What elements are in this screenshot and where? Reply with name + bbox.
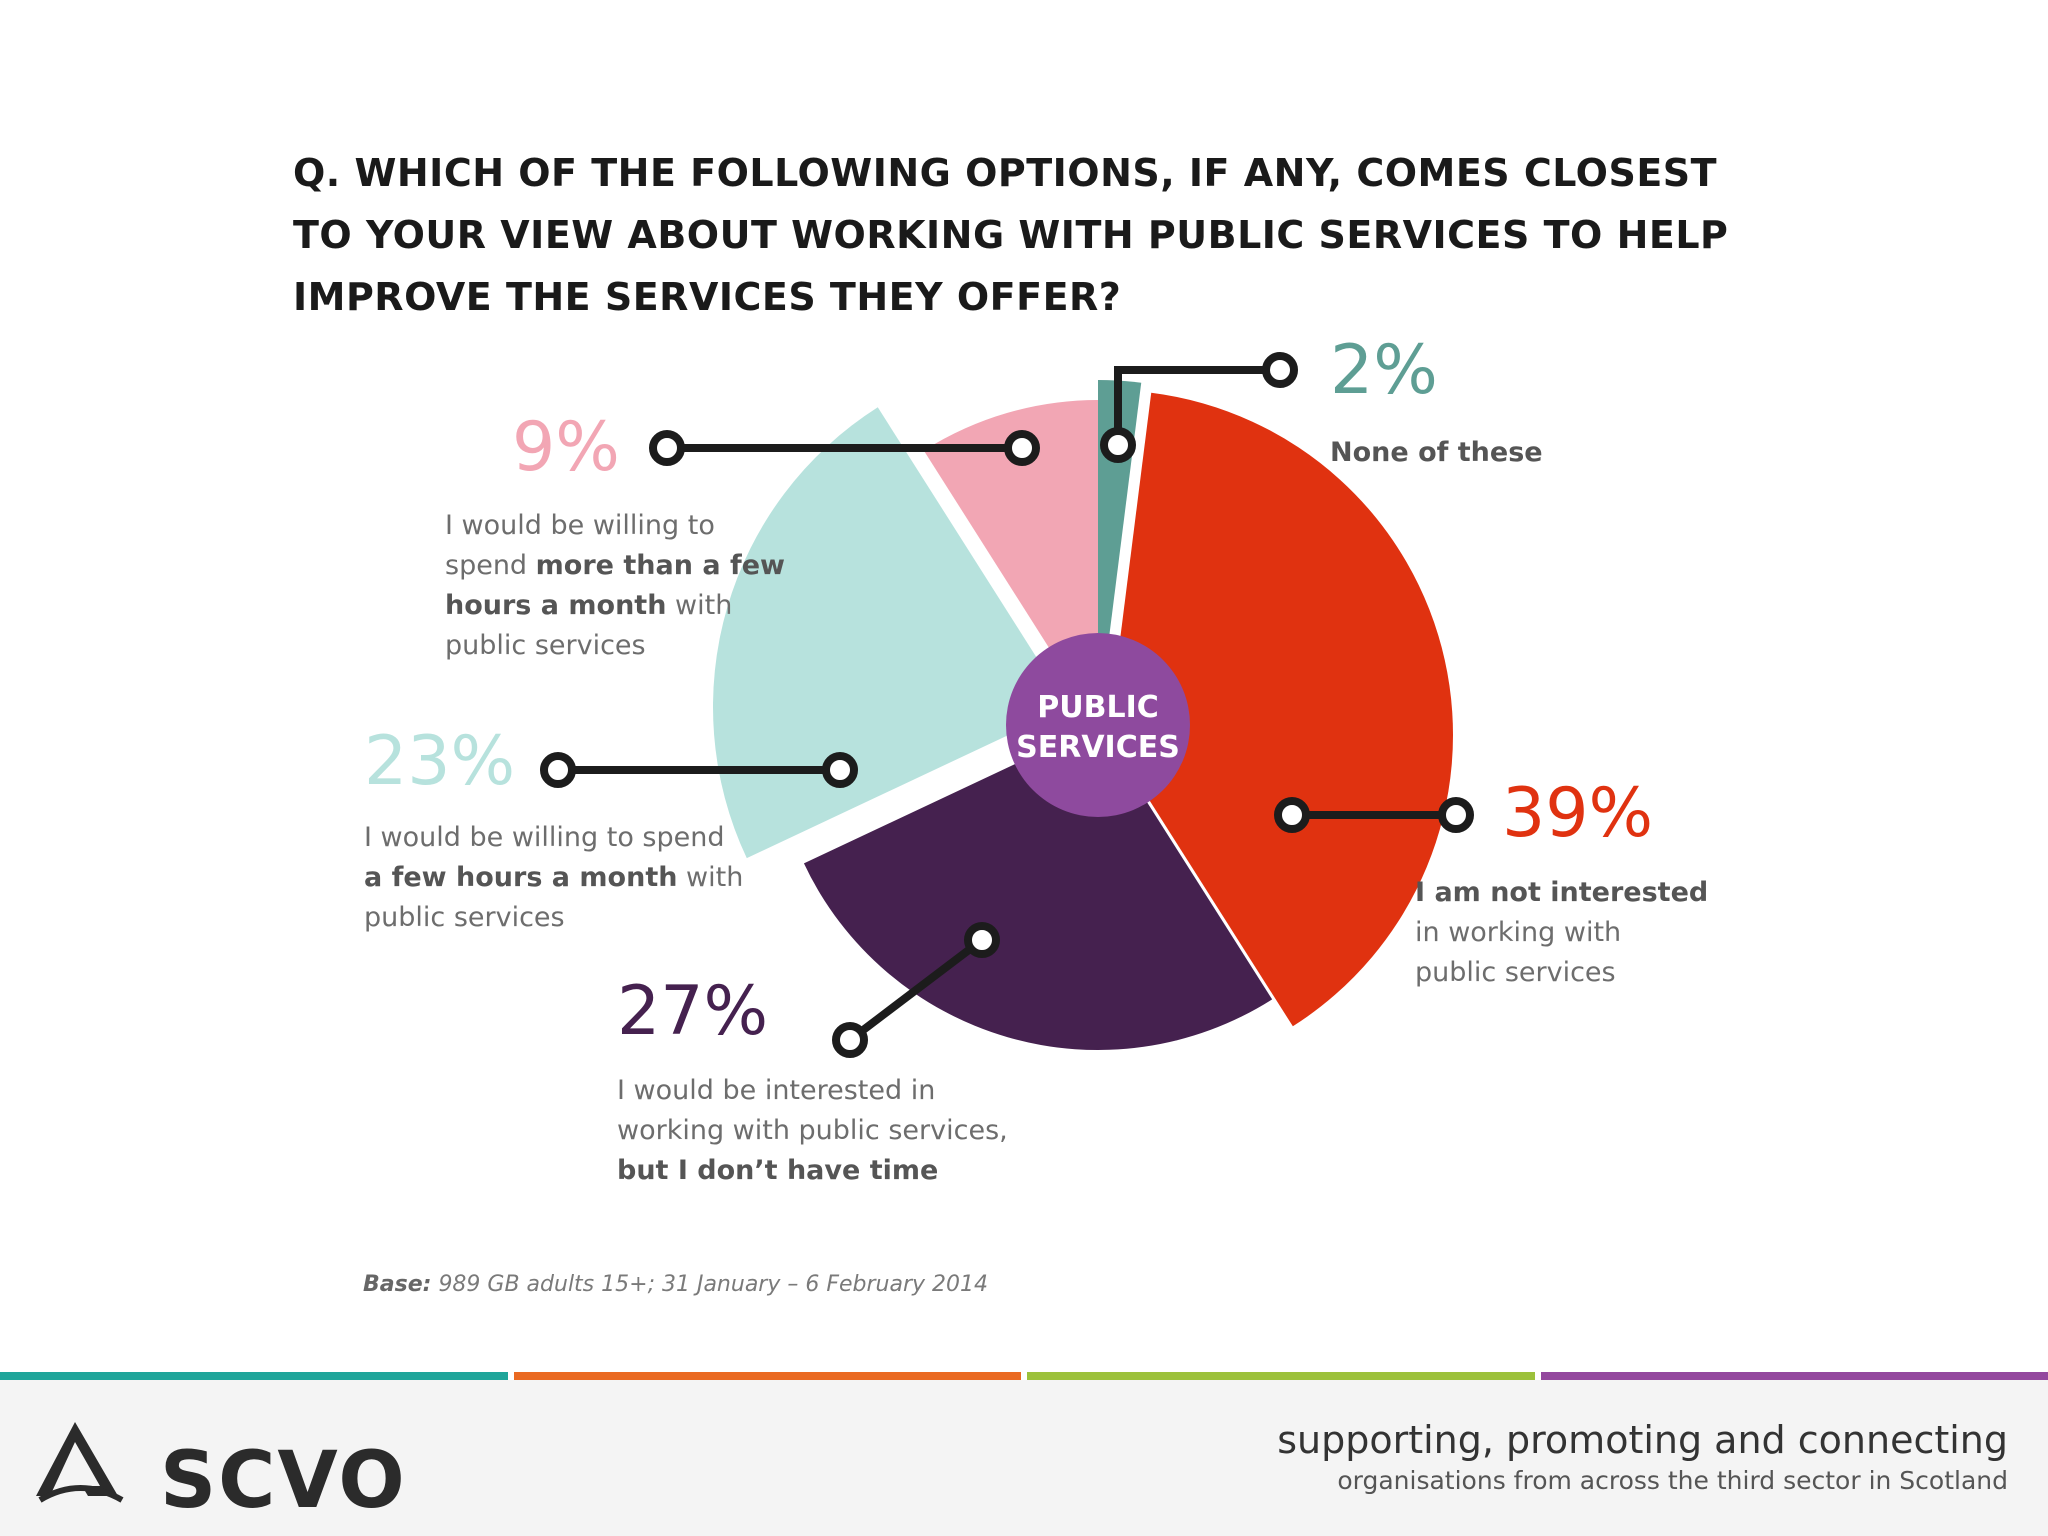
slice-not-interested: [1108, 392, 1454, 1027]
desc-label-none: None of these: [1330, 433, 1543, 473]
title-line-0: Q. WHICH OF THE FOLLOWING OPTIONS, IF AN…: [293, 151, 1718, 195]
center-label-line-1: SERVICES: [1016, 730, 1180, 765]
footer-stripes: [0, 1372, 2048, 1380]
leader-dot-no-time-1: [832, 1022, 868, 1058]
base-label: Base:: [363, 1272, 432, 1297]
slice-more-hours: [923, 400, 1098, 725]
leader-line-no-time: [847, 936, 985, 1044]
desc-line: but I don’t have time: [617, 1155, 939, 1186]
tagline: supporting, promoting and connecting org…: [1277, 1418, 2008, 1495]
desc-line: in working with: [1415, 917, 1622, 948]
leader-line-none: [1114, 366, 1280, 445]
pct-label-few-hours: 23%: [364, 722, 516, 801]
desc-label-not-interested: I am not interested in working with public…: [1415, 873, 1708, 993]
leader-dot-not-interested-1: [1438, 797, 1474, 833]
scvo-logo: SCVO: [30, 1416, 405, 1526]
desc-line: None of these: [1330, 437, 1543, 468]
title-line-2: IMPROVE THE SERVICES THEY OFFER?: [293, 275, 1122, 319]
leader-dot-none-1: [1262, 352, 1298, 388]
desc-line: public services: [445, 630, 646, 661]
desc-line: a few hours a month with: [364, 862, 744, 893]
desc-line: hours a month with: [445, 590, 733, 621]
desc-line: public services: [364, 902, 565, 933]
desc-line: I would be willing to: [445, 510, 715, 541]
leader-dot-few-hours-1: [540, 752, 576, 788]
desc-line: working with public services,: [617, 1115, 1008, 1146]
tagline-sub: organisations from across the third sect…: [1337, 1466, 2008, 1495]
pct-label-none: 2%: [1330, 331, 1438, 410]
pct-label-no-time: 27%: [617, 972, 769, 1051]
pct-label-more-hours: 9%: [512, 408, 620, 487]
pie-chart: PUBLIC SERVICES: [540, 352, 1474, 1058]
center-label-line-0: PUBLIC: [1037, 690, 1159, 725]
base-note: Base: 989 GB adults 15+; 31 January – 6 …: [363, 1272, 988, 1297]
desc-label-no-time: I would be interested in working with pub…: [617, 1071, 1008, 1191]
leader-dot-no-time-0: [964, 922, 1000, 958]
leader-dot-more-hours-0: [1004, 430, 1040, 466]
desc-line: spend more than a few: [445, 550, 785, 581]
footer-stripe-1: [513, 1372, 1021, 1380]
desc-line: I am not interested: [1415, 877, 1709, 908]
center-circle: [1006, 633, 1190, 817]
desc-line: public services: [1415, 957, 1616, 988]
slice-no-time: [803, 725, 1273, 1050]
footer-stripe-2: [1027, 1372, 1535, 1380]
base-text: 989 GB adults 15+; 31 January – 6 Februa…: [438, 1272, 989, 1297]
leader-dot-none-0: [1100, 427, 1136, 463]
tagline-main: supporting, promoting and connecting: [1277, 1418, 2008, 1462]
title-line-1: TO YOUR VIEW ABOUT WORKING WITH PUBLIC S…: [293, 213, 1729, 257]
pct-label-not-interested: 39%: [1502, 774, 1654, 853]
leader-dot-more-hours-1: [649, 430, 685, 466]
logo-text: SCVO: [160, 1436, 407, 1526]
footer: SCVO supporting, promoting and connectin…: [0, 1380, 2048, 1536]
leader-dot-few-hours-0: [822, 752, 858, 788]
leader-dot-not-interested-0: [1274, 797, 1310, 833]
desc-line: I would be interested in: [617, 1075, 936, 1106]
footer-stripe-0: [0, 1372, 508, 1380]
desc-line: I would be willing to spend: [364, 822, 725, 853]
scvo-logo-icon: [36, 1422, 124, 1503]
footer-stripe-3: [1540, 1372, 2048, 1380]
chart-title: Q. WHICH OF THE FOLLOWING OPTIONS, IF AN…: [293, 142, 1773, 328]
desc-label-more-hours: I would be willing to spend more than a f…: [445, 506, 785, 666]
desc-label-few-hours: I would be willing to spend a few hours a…: [364, 818, 743, 938]
slice-few-hours: [712, 407, 1068, 859]
